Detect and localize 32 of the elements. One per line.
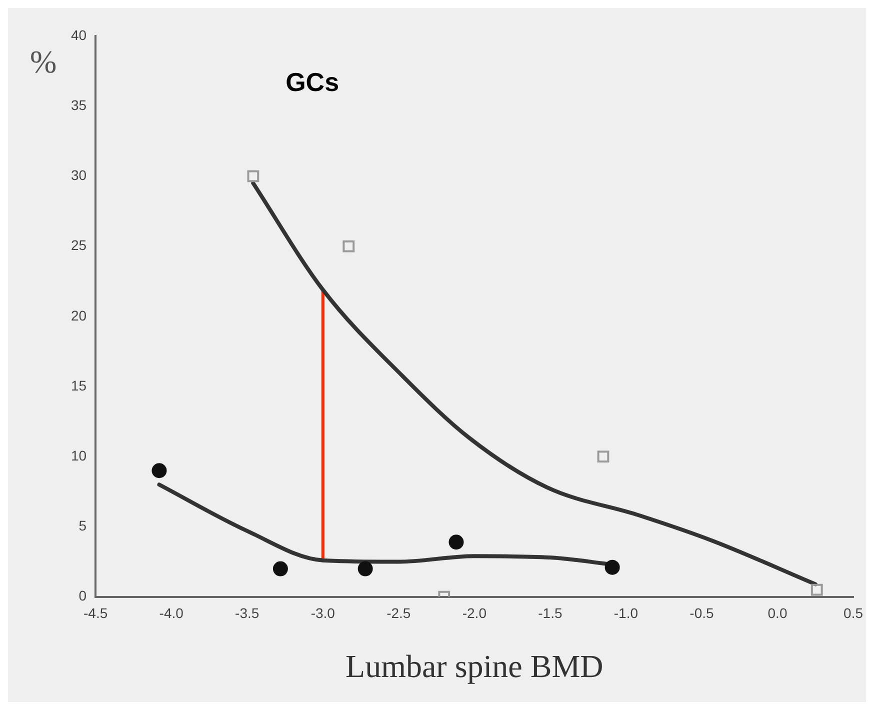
x-tick-label: 0.5 — [844, 605, 864, 622]
point — [272, 561, 288, 576]
y-axis-title: % — [30, 43, 57, 80]
point — [597, 450, 610, 463]
y-tick-label: 15 — [70, 377, 87, 394]
point — [342, 240, 355, 252]
y-tick-label: 35 — [70, 96, 87, 113]
point — [448, 534, 464, 550]
x-tick-label: -2.0 — [462, 605, 487, 622]
y-tick-label: 20 — [70, 307, 87, 324]
point — [247, 170, 260, 182]
point — [358, 561, 373, 576]
point — [604, 560, 620, 575]
y-tick-label: 25 — [70, 237, 87, 254]
annotation: GCs — [286, 67, 340, 98]
y-tick-label: 10 — [70, 447, 87, 464]
point — [152, 463, 167, 478]
y-tick-label: 40 — [70, 26, 87, 43]
x-tick-label: -4.5 — [84, 605, 108, 622]
x-tick-label: 0.0 — [768, 605, 788, 622]
x-tick-label: -3.5 — [235, 605, 260, 622]
x-axis-title: Lumbar spine BMD — [346, 648, 604, 684]
y-tick-label: 0 — [78, 588, 87, 604]
x-tick-label: -2.5 — [386, 605, 411, 622]
x-tick-label: -1.0 — [614, 605, 638, 622]
point — [810, 584, 823, 596]
y-tick-label: 5 — [78, 518, 87, 534]
x-tick-label: -1.5 — [538, 605, 562, 622]
x-tick-label: -3.0 — [310, 605, 336, 622]
x-tick-label: -4.0 — [159, 605, 184, 622]
x-tick-label: -0.5 — [690, 605, 714, 622]
y-tick-label: 30 — [70, 167, 87, 184]
